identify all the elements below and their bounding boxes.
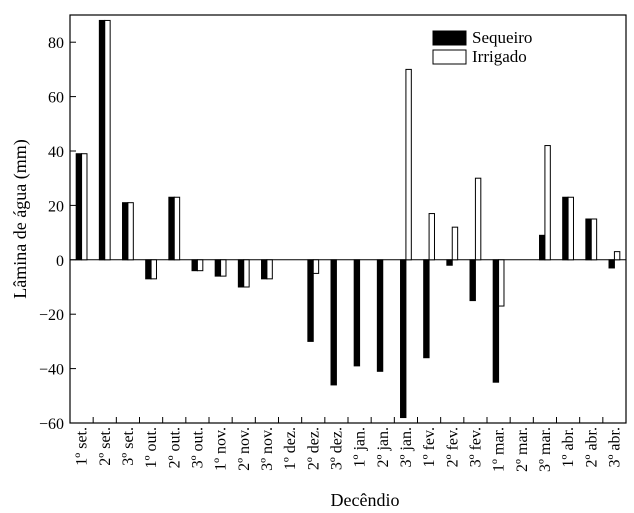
bar-irrigado-11 [312,259,320,274]
bar-irrigado-4 [150,259,157,280]
x-tick-label: 3º mar. [537,427,554,472]
bar-sequeiro-8 [237,259,245,288]
x-tick-label: 2º jan. [375,427,392,468]
bar-irrigado-3 [127,202,134,261]
x-tick-label: 1º abr. [560,427,577,468]
legend-label-sequeiro: Sequeiro [472,28,532,47]
y-tick-label: 0 [56,253,64,270]
bar-sequeiro-7 [214,259,222,277]
bar-sequeiro-17 [446,259,453,266]
x-tick-label: 3º dez. [328,427,345,470]
x-tick-label: 1º out. [143,427,160,468]
x-tick-label: 3º out. [189,427,206,468]
bar-sequeiro-1 [75,153,83,261]
bar-irrigado-8 [243,259,250,288]
y-tick-label: 40 [48,144,64,161]
x-tick-label: 2º abr. [583,427,600,468]
x-tick-label: 1º set. [74,427,91,466]
x-axis: 1º set. 2º set. 3º set. 1º out. 2º out. 3º ou… [74,417,623,472]
x-tick-label: 3º abr. [606,427,623,468]
bar-sequeiro-2 [98,19,106,261]
x-axis-title: Decêndio [331,490,400,510]
bar-sequeiro-14 [376,259,384,372]
bar-sequeiro-16 [423,259,430,359]
y-tick-label: −40 [39,362,64,379]
legend-swatch-irrigado [432,49,467,65]
y-axis: −60 −40 −20 0 20 40 60 80 [39,35,76,433]
bar-sequeiro-12 [330,259,337,386]
x-tick-label: 2º out. [166,427,183,468]
bar-sequeiro-21 [539,234,546,261]
x-tick-label: 3º jan. [398,427,415,468]
plot-border [69,14,627,424]
bar-sequeiro-3 [122,202,129,261]
bar-sequeiro-5 [168,196,175,261]
x-tick-label: 1º nov. [213,427,230,471]
bar-irrigado-7 [220,259,227,277]
bar-irrigado-6 [196,259,204,272]
x-tick-label: 3º fev. [467,427,484,467]
bar-irrigado-16 [428,213,435,261]
bar-sequeiro-23 [585,218,592,261]
y-tick-label: −20 [39,307,64,324]
y-tick-label: 60 [48,90,64,107]
x-tick-label: 3º set. [120,427,137,466]
x-tick-label: 2º mar. [514,427,531,472]
bars [75,19,621,419]
bar-sequeiro-24 [608,259,615,269]
bar-sequeiro-4 [145,259,152,280]
x-tick-label: 1º mar. [491,427,508,472]
y-axis-title: Lâmina de água (mm) [10,139,31,298]
bar-sequeiro-19 [492,259,500,383]
bar-irrigado-1 [81,153,88,261]
plot-frame [69,14,627,424]
bar-irrigado-18 [474,177,482,261]
x-tick-label: 3º nov. [259,427,276,471]
bar-sequeiro-15 [400,259,407,419]
legend-swatch-sequeiro [432,30,467,46]
bar-irrigado-5 [173,196,181,261]
bar-irrigado-2 [104,19,111,261]
bar-irrigado-19 [498,259,505,307]
bar-irrigado-17 [451,226,459,261]
y-tick-label: 20 [48,198,64,215]
legend-label-irrigado: Irrigado [472,47,527,66]
x-tick-label: 1º jan. [352,427,369,468]
bar-irrigado-23 [590,218,598,261]
bar-irrigado-21 [544,145,551,261]
y-tick-label: 80 [48,35,64,52]
bar-sequeiro-9 [261,259,268,280]
bar-sequeiro-6 [191,259,198,272]
x-tick-label: 2º nov. [236,427,253,471]
y-tick-label: −60 [39,416,64,433]
x-tick-label: 1º dez. [282,427,299,470]
bar-sequeiro-13 [353,259,361,367]
x-tick-label: 2º fev. [444,427,461,467]
legend: Sequeiro Irrigado [432,28,532,66]
bar-irrigado-15 [405,68,412,261]
bar-irrigado-24 [613,251,621,261]
x-tick-label: 1º fev. [421,427,438,467]
bar-sequeiro-22 [562,196,569,261]
bar-sequeiro-18 [469,259,476,302]
bar-irrigado-22 [567,196,574,261]
bar-irrigado-9 [266,259,273,280]
bar-sequeiro-11 [307,259,314,342]
x-tick-label: 2º dez. [305,427,322,470]
x-tick-label: 2º set. [97,427,114,466]
